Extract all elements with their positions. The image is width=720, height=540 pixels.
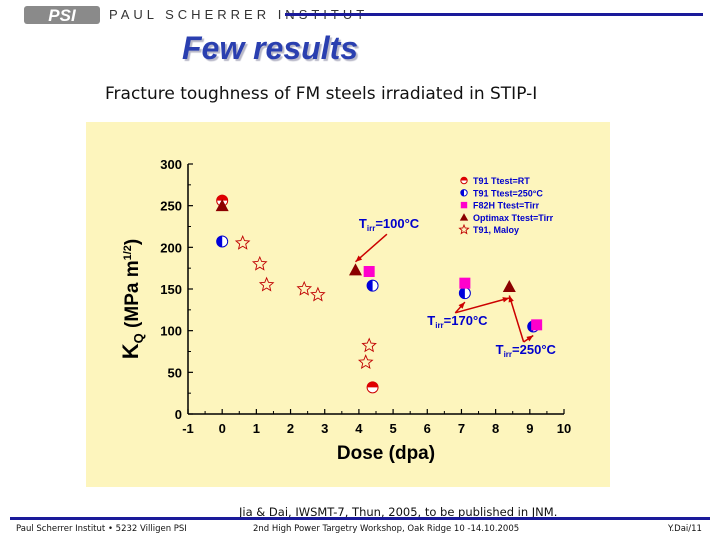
arrow-head <box>502 297 510 303</box>
data-point <box>216 235 229 248</box>
legend-label: F82H Ttest=Tirr <box>473 201 540 211</box>
arrow-head <box>526 335 534 342</box>
footer-right: Y.Dai/11 <box>668 524 702 534</box>
y-axis-label: KQ (MPa m1/2) <box>118 239 146 360</box>
data-point <box>251 255 268 271</box>
footer-left: Paul Scherrer Institut • 5232 Villigen P… <box>16 524 187 534</box>
arrow-head <box>508 295 514 303</box>
arrow-head <box>458 302 465 309</box>
temperature-annotation: Tirr=170°C <box>427 313 488 330</box>
annotation-arrow <box>354 233 388 263</box>
x-tick-label: 1 <box>253 421 260 436</box>
x-tick-label: -1 <box>182 421 194 436</box>
y-tick-label: 150 <box>160 282 182 297</box>
legend-marker <box>460 189 468 197</box>
legend-marker <box>460 201 468 209</box>
temperature-annotation: Tirr=250°C <box>496 342 557 359</box>
y-tick-label: 250 <box>160 199 182 214</box>
institute-name: PAUL SCHERRER INSTITUT <box>109 7 369 22</box>
slide-subtitle: Fracture toughness of FM steels irradiat… <box>105 84 538 104</box>
y-tick-label: 0 <box>175 407 182 422</box>
data-point <box>459 277 471 289</box>
chart-background <box>86 122 610 487</box>
legend-label: T91 Ttest=RT <box>473 176 530 186</box>
header: PSI PAUL SCHERRER INSTITUT <box>0 0 720 30</box>
data-point <box>310 286 326 302</box>
header-rule <box>285 13 703 16</box>
x-tick-label: 4 <box>355 421 363 436</box>
temperature-annotation: Tirr=100°C <box>359 216 420 233</box>
data-point <box>234 235 251 250</box>
data-point <box>296 280 313 296</box>
x-tick-label: 9 <box>526 421 533 436</box>
citation: Jia & Dai, IWSMT-7, Thun, 2005, to be pu… <box>239 505 558 519</box>
x-tick-label: 5 <box>389 421 396 436</box>
footer-center: 2nd High Power Targetry Workshop, Oak Ri… <box>253 524 520 534</box>
x-axis-label: Dose (dpa) <box>337 443 435 464</box>
y-tick-label: 300 <box>160 157 182 172</box>
legend-marker <box>458 223 470 235</box>
logo-text: PSI <box>48 6 77 25</box>
y-tick-label: 50 <box>168 365 182 380</box>
data-point <box>361 337 377 353</box>
data-point <box>215 199 229 212</box>
data-point <box>258 276 275 292</box>
data-point <box>458 287 471 300</box>
data-point <box>366 279 379 292</box>
x-tick-label: 6 <box>424 421 431 436</box>
footer-rule <box>10 517 710 520</box>
annotation-arrow <box>455 297 510 314</box>
annotation-arrow <box>508 295 525 343</box>
psi-logo: PSI <box>24 6 100 25</box>
page-title: Few results <box>181 30 359 66</box>
arrow-head <box>355 255 363 262</box>
data-point <box>348 263 362 276</box>
x-tick-label: 3 <box>321 421 328 436</box>
x-tick-label: 2 <box>287 421 294 436</box>
y-tick-label: 200 <box>160 240 182 255</box>
y-tick-label: 100 <box>160 324 182 339</box>
data-point <box>531 319 543 331</box>
legend-label: T91, Maloy <box>473 225 519 235</box>
data-point <box>357 354 374 369</box>
data-point <box>502 280 516 292</box>
x-tick-label: 7 <box>458 421 465 436</box>
legend-label: Optimax Ttest=Tirr <box>473 213 554 223</box>
x-tick-label: 8 <box>492 421 499 436</box>
legend-marker <box>460 176 468 185</box>
data-point <box>363 266 375 277</box>
x-tick-label: 0 <box>219 421 226 436</box>
legend-marker <box>459 213 469 221</box>
data-point <box>366 381 379 394</box>
legend-label: T91 Ttest=250°C <box>473 188 543 198</box>
x-tick-label: 10 <box>557 421 571 436</box>
